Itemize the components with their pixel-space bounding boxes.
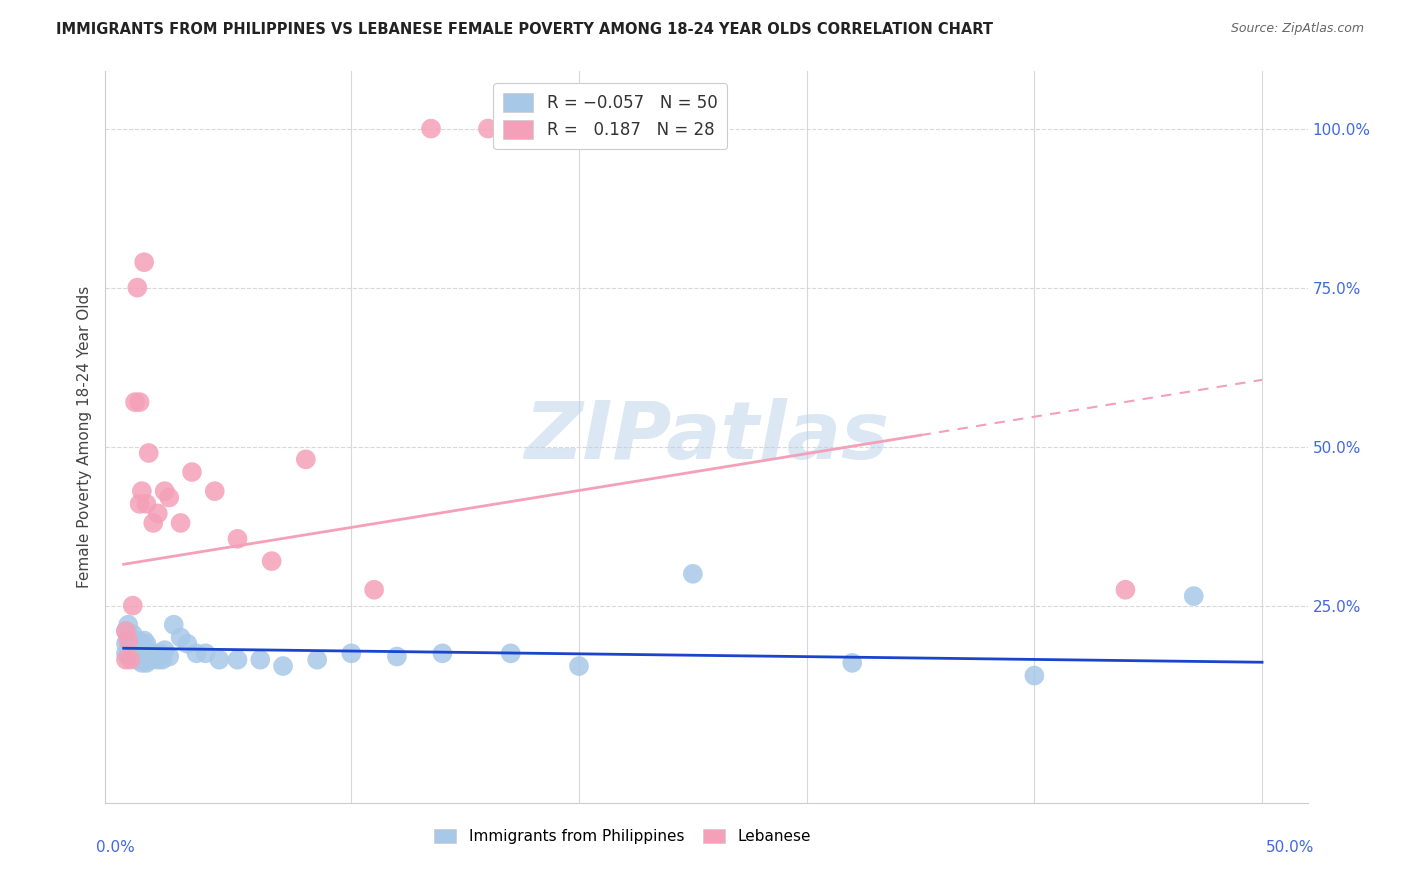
Point (135, 637, 157, 651)
Text: 50.0%: 50.0% (1267, 840, 1315, 855)
Point (124, 649, 146, 664)
Point (135, 497, 157, 511)
Point (127, 280, 149, 294)
Point (307, 653, 329, 667)
Point (208, 653, 231, 667)
Point (115, 637, 138, 651)
Point (127, 653, 149, 667)
Legend: Immigrants from Philippines, Lebanese: Immigrants from Philippines, Lebanese (427, 822, 817, 850)
Point (153, 484, 176, 499)
Point (169, 516, 191, 530)
Point (249, 653, 271, 667)
Text: ZIPatlas: ZIPatlas (524, 398, 889, 476)
Text: 0.0%: 0.0% (96, 840, 135, 855)
Point (117, 631, 139, 645)
Point (128, 637, 150, 651)
Point (131, 656, 153, 670)
Point (363, 582, 385, 597)
Point (149, 646, 172, 660)
Point (128, 395, 150, 409)
Point (120, 646, 142, 660)
Point (115, 624, 138, 638)
Point (295, 452, 318, 467)
Point (420, 121, 443, 136)
Point (117, 617, 139, 632)
Point (124, 395, 146, 409)
Point (134, 255, 156, 269)
Point (169, 631, 191, 645)
Point (138, 646, 160, 660)
Point (121, 627, 143, 641)
Point (1024, 668, 1046, 682)
Point (124, 633, 146, 648)
Point (150, 653, 173, 667)
Point (146, 507, 169, 521)
Point (1182, 589, 1205, 603)
Point (226, 653, 249, 667)
Point (134, 633, 156, 648)
Point (181, 465, 204, 479)
Point (128, 497, 150, 511)
Point (145, 646, 167, 660)
Point (117, 649, 139, 664)
Y-axis label: Female Poverty Among 18-24 Year Olds: Female Poverty Among 18-24 Year Olds (76, 286, 91, 588)
Point (163, 617, 186, 632)
Point (121, 599, 143, 613)
Point (186, 646, 208, 660)
Point (120, 653, 142, 667)
Point (128, 653, 150, 667)
Point (120, 631, 142, 645)
Point (271, 659, 294, 673)
Point (138, 446, 160, 460)
Point (682, 566, 704, 581)
Point (385, 649, 408, 664)
Point (135, 656, 157, 670)
Point (115, 624, 138, 638)
Point (1114, 582, 1136, 597)
Point (613, 121, 636, 136)
Point (146, 653, 169, 667)
Point (226, 532, 249, 546)
Point (117, 633, 139, 648)
Text: IMMIGRANTS FROM PHILIPPINES VS LEBANESE FEMALE POVERTY AMONG 18-24 YEAR OLDS COR: IMMIGRANTS FROM PHILIPPINES VS LEBANESE … (56, 22, 993, 37)
Point (260, 554, 283, 568)
Point (477, 121, 499, 136)
Point (499, 646, 522, 660)
Point (204, 484, 226, 499)
Point (131, 637, 153, 651)
Point (127, 633, 149, 648)
Point (115, 653, 138, 667)
Point (194, 646, 217, 660)
Point (142, 646, 165, 660)
Point (176, 637, 198, 651)
Point (121, 646, 143, 660)
Point (340, 646, 363, 660)
Point (157, 649, 180, 664)
Point (139, 653, 162, 667)
Point (432, 646, 454, 660)
Point (153, 643, 176, 657)
Point (142, 516, 165, 530)
Point (134, 653, 156, 667)
Point (115, 646, 138, 660)
Point (157, 491, 180, 505)
Point (131, 484, 153, 499)
Point (568, 659, 591, 673)
Text: Source: ZipAtlas.com: Source: ZipAtlas.com (1230, 22, 1364, 36)
Point (841, 656, 863, 670)
